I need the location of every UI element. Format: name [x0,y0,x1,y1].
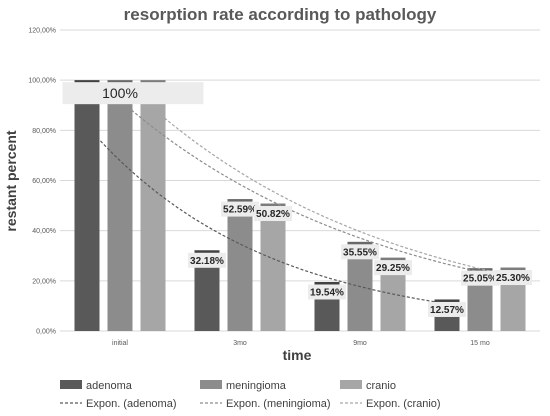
bar-top-edge [314,281,340,285]
y-tick-label: 100,00% [28,78,56,85]
bar-top-edge [434,299,460,302]
bar-top-edge [380,257,406,261]
data-label-box [428,301,466,317]
x-tick-label: initial [112,340,128,347]
bar-top-edge [500,267,526,271]
initial-label: 100% [102,85,138,101]
data-label-box [254,206,292,222]
y-tick-label: 120,00% [28,28,56,35]
initial-label-box [62,82,204,105]
legend-trend-label: Expon. (adenoma) [86,398,177,410]
x-axis-ticks: initial 3mo 9mo 15 mo [112,340,490,347]
grid [60,29,540,332]
trendline-meningioma [119,99,481,273]
bar-cranio-0 [140,80,166,332]
data-label-box [374,260,412,276]
legend-swatch-meningioma [200,380,222,389]
bar-top-edge [467,268,493,271]
data-label-adenoma-2: 19.54% [310,287,344,298]
bar-meningioma-1 [227,199,253,331]
x-tick-label: 15 mo [470,340,490,347]
data-label-cranio-1: 50.82% [256,209,290,220]
y-axis-ticks: 0,00% 20,00% 40,00% 60,00% 80,00% 100,00% 120,… [28,28,56,336]
chart-title: resorption rate according to pathology [124,5,437,24]
bar-top-edge [347,241,373,245]
legend-label-adenoma: adenoma [86,380,133,392]
legend-swatch-adenoma [60,380,82,389]
bar-top-edge [194,250,220,253]
data-label-box [221,201,259,217]
legend-trend-label: Expon. (cranio) [366,398,441,410]
legend: adenoma meningioma cranio Expon. (adenoma) E… [60,380,441,410]
y-tick-label: 60,00% [32,178,56,185]
bar-top-edge [107,80,133,83]
data-labels: 32.18% 19.54% 12.57% 52.59% 35.55% 25.05% 50.8… [62,82,532,317]
data-label-meningioma-1: 52.59% [223,205,257,216]
data-label-box [188,252,226,268]
bar-meningioma-0 [107,80,133,332]
data-label-meningioma-2: 35.55% [343,247,377,258]
y-tick-label: 40,00% [32,228,56,235]
bar-top-edge [227,199,253,202]
data-label-box [494,270,532,286]
data-label-adenoma-1: 32.18% [190,256,224,267]
x-tick-label: 9mo [353,340,367,347]
data-label-meningioma-3: 25.05% [463,274,497,285]
bar-adenoma-0 [74,80,100,332]
legend-label-meningioma: meningioma [226,380,287,392]
data-label-adenoma-3: 12.57% [430,305,464,316]
trendlines [86,99,514,305]
bar-top-edge [140,80,166,83]
y-tick-label: 0,00% [36,329,56,336]
trendline-cranio [152,107,514,277]
data-label-box [461,270,499,286]
legend-trend-label: Expon. (meningioma) [226,398,331,410]
x-tick-label: 3mo [233,340,247,347]
y-tick-label: 20,00% [32,278,56,285]
x-axis-title: time [283,347,312,363]
legend-label-cranio: cranio [366,380,396,392]
y-axis-title: restant percent [3,130,19,231]
data-label-box [308,284,346,300]
bar-cranio-1 [260,203,286,331]
data-label-box [341,244,379,260]
bar-top-edge [74,80,100,83]
data-label-cranio-3: 25.30% [496,273,530,284]
bar-top-edge [260,203,286,207]
y-tick-label: 80,00% [32,128,56,135]
legend-swatch-cranio [340,380,362,389]
data-label-cranio-2: 29.25% [376,263,410,274]
